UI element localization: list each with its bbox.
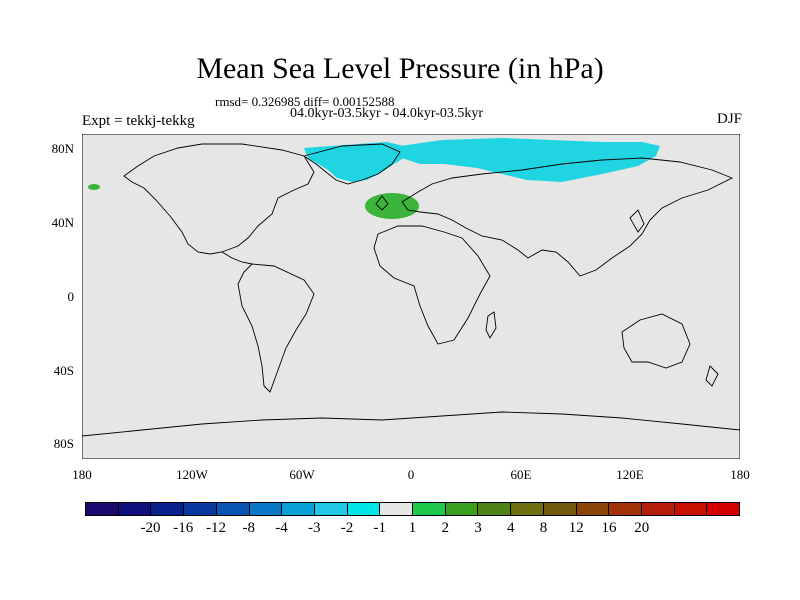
lon-label-180w: 180	[72, 467, 92, 482]
colorbar-swatch	[707, 503, 740, 515]
world-map	[82, 134, 740, 459]
map-background	[82, 134, 740, 459]
colorbar-swatch	[641, 503, 675, 515]
coast-madagascar	[485, 311, 497, 339]
negative-anomaly-eurasia	[400, 138, 660, 182]
colorbar-swatch	[478, 503, 512, 515]
colorbar-swatch	[184, 503, 217, 515]
colorbar-label: -12	[206, 520, 226, 536]
coast-north-america	[123, 143, 315, 255]
colorbar-swatch	[347, 503, 381, 515]
colorbar-label: 2	[441, 520, 450, 536]
colorbar-label: 3	[474, 520, 482, 536]
coast-greenland	[302, 143, 401, 185]
coast-japan	[629, 209, 645, 233]
colorbar-swatch	[511, 503, 544, 515]
colorbar-swatch	[151, 503, 185, 515]
colorbar-label: -2	[340, 520, 354, 536]
stats-text: rmsd= 0.326985 diff= 0.00152588	[215, 94, 395, 109]
season-label: DJF	[716, 111, 742, 127]
lon-label-60e: 60E	[510, 467, 532, 482]
colorbar-label: -8	[242, 520, 256, 536]
colorbar-swatch	[86, 503, 119, 515]
colorbar-label: 12	[568, 520, 584, 536]
lat-label-0: 0	[67, 289, 75, 304]
colorbar-swatch	[282, 503, 315, 515]
coast-antarctica	[82, 411, 740, 437]
colorbar-label: -3	[308, 520, 321, 536]
colorbar-swatch	[118, 503, 152, 515]
colorbar-label: 8	[539, 520, 548, 536]
lon-label-0: 0	[407, 467, 415, 482]
lon-label-120e: 120E	[616, 467, 644, 482]
lat-label-40n: 40N	[51, 215, 74, 230]
colorbar-label: 16	[601, 520, 617, 536]
colorbar-swatch	[216, 503, 250, 515]
lon-label-120w: 120W	[176, 467, 208, 482]
lon-label-180e: 180	[730, 467, 750, 482]
colorbar-swatch	[576, 503, 610, 515]
colorbar-swatch	[380, 503, 414, 515]
colorbar-label: 1	[408, 520, 417, 536]
colorbar-swatch	[249, 503, 283, 515]
experiment-label: Expt = tekkj-tekkg	[82, 113, 195, 129]
colorbar-label: -20	[140, 520, 161, 536]
lat-label-40s: 40S	[53, 363, 74, 378]
coast-africa	[373, 225, 491, 345]
coast-central-america	[221, 251, 253, 265]
colorbar-swatch	[674, 503, 708, 515]
colorbar-label: -1	[373, 520, 387, 536]
colorbar-label: -16	[173, 520, 194, 536]
coast-british-isles	[375, 195, 389, 211]
lon-label-60w: 60W	[289, 467, 315, 482]
lat-label-80s: 80S	[53, 436, 74, 451]
coastlines	[82, 143, 740, 437]
colorbar-swatch	[543, 503, 577, 515]
colorbar-label: -4	[275, 520, 288, 536]
colorbar-swatch	[445, 503, 479, 515]
positive-anomaly-pacific	[88, 184, 100, 190]
colorbar-label: 4	[507, 520, 515, 536]
coast-new-zealand	[705, 365, 719, 387]
coast-australia	[621, 313, 691, 369]
colorbar	[85, 502, 740, 516]
colorbar-swatch	[609, 503, 642, 515]
map-title: Mean Sea Level Pressure (in hPa)	[196, 52, 604, 85]
colorbar-swatch	[413, 503, 446, 515]
colorbar-label: 20	[634, 520, 650, 536]
lat-label-80n: 80N	[51, 141, 74, 156]
colorbar-swatch	[314, 503, 348, 515]
coast-eurasia	[401, 157, 734, 277]
period-text: 04.0kyr-03.5kyr - 04.0kyr-03.5kyr	[290, 106, 484, 121]
coast-south-america	[237, 263, 315, 393]
